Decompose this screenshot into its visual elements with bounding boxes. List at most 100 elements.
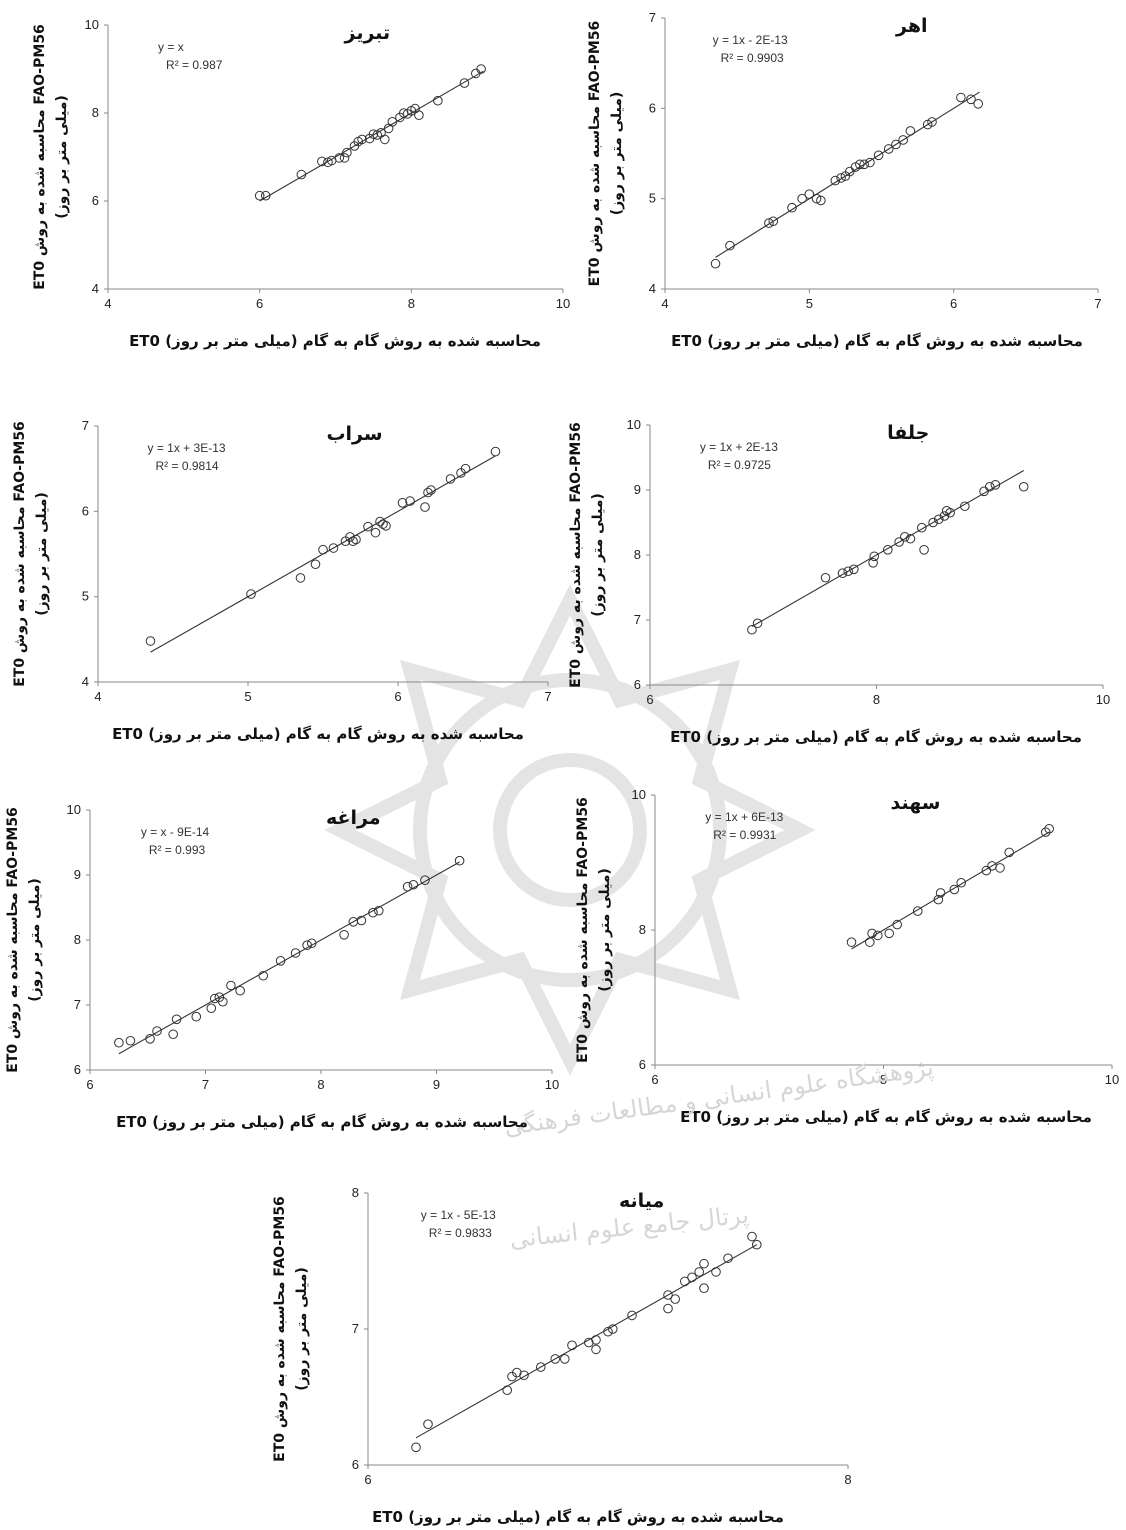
data-point [357,134,367,145]
data-point [843,566,853,577]
data-point [797,193,807,204]
x-tick-label: 5 [806,296,813,311]
data-point [152,1026,162,1036]
watermark-text: پژوهشگاه علوم انسانی و مطالعات فرهنگی [502,1053,935,1141]
data-point [454,855,465,866]
data-point [379,134,390,145]
y-tick-label: 10 [627,417,641,432]
data-point [723,1253,733,1264]
data-point [1044,823,1054,834]
data-point [206,1003,217,1014]
x-axis-label: ET0 محاسبه شده به روش گام به گام (میلی م… [372,1508,784,1526]
data-point [990,480,1001,490]
data-point [917,522,927,533]
data-point [752,1239,762,1250]
r-squared-label: R² = 0.987 [166,58,223,72]
data-point [699,1283,709,1293]
data-point [898,135,908,145]
data-point [317,156,327,167]
y-axis-label: ET0 محاسبه شده به روش FAO-PM56 [12,421,28,687]
x-tick-label: 6 [256,296,263,311]
data-point [670,1294,681,1304]
x-tick-label: 8 [880,1072,887,1087]
data-point [892,919,903,930]
data-point [351,534,361,545]
data-point [928,517,938,528]
chart-title: جلفا [887,422,929,444]
data-point [476,64,486,74]
data-point [414,110,424,120]
r-squared-label: R² = 0.9814 [156,459,219,473]
data-point [339,930,349,940]
data-point [891,139,901,150]
r-squared-label: R² = 0.9725 [708,458,771,472]
data-point [258,970,269,981]
x-tick-label: 8 [408,296,415,311]
x-tick-label: 10 [1096,692,1110,707]
data-point [445,474,456,484]
x-tick-label: 7 [544,689,551,704]
y-tick-label: 6 [639,1057,646,1072]
chart-title: تبریز [344,22,391,44]
data-point [226,980,236,991]
data-point [836,173,846,183]
y-axis-label-unit: (میلی متر بر روز) [34,492,50,616]
data-point [680,1276,690,1287]
data-point [502,1385,513,1395]
data-point [426,485,436,495]
y-axis-label: ET0 محاسبه شده به روش FAO-PM56 [568,422,584,688]
y-axis-label-unit: (میلی متر بر روز) [27,878,43,1002]
data-point [168,1029,178,1040]
data-point [397,498,408,508]
y-tick-label: 6 [352,1457,359,1472]
y-axis-label-unit: (میلی متر بر روز) [294,1267,310,1391]
y-axis-label: ET0 محاسبه شده به روش FAO-PM56 [272,1196,288,1462]
chart-title: میانه [619,1190,664,1212]
chart-panel: 6 8 10 6 7 8 9 10 y = 1x + 2E-13 R² = 0.9725 جلفا E… [568,417,1110,746]
r-squared-label: R² = 0.9833 [429,1226,492,1240]
trendline [259,70,484,202]
x-tick-label: 6 [394,689,401,704]
data-point [363,521,373,532]
x-tick-label: 6 [646,692,653,707]
data-point [995,863,1005,873]
data-point [905,533,916,544]
data-point [711,1267,721,1277]
chart-panel: 6 7 8 9 10 6 7 8 9 10 y = x - 9E-14 R² = 0.993 مراغه… [5,802,559,1131]
y-tick-label: 10 [632,787,646,802]
data-point [334,153,345,163]
data-point [694,1267,705,1277]
chart-panel: 4 5 6 7 4 5 6 7 y = 1x + 3E-13 R² = 0.9814 سراب ET0… [12,418,552,743]
data-point [663,1303,673,1314]
data-point [939,511,950,521]
y-axis-label-unit: (میلی متر بر روز) [54,95,70,219]
data-point [868,558,878,568]
y-axis-label: ET0 محاسبه شده به روش FAO-PM56 [575,797,591,1063]
data-point [747,624,757,635]
x-axis-label: ET0 محاسبه شده به روش گام به گام (میلی م… [670,728,1082,746]
trend-equation: y = 1x - 2E-13 [713,33,788,47]
data-point [1040,827,1051,837]
data-point [567,1340,577,1351]
data-point [381,521,391,531]
y-axis-label-unit: (میلی متر بر روز) [597,868,613,992]
data-point [550,1354,561,1364]
y-tick-label: 7 [649,10,656,25]
y-tick-label: 9 [634,482,641,497]
data-point [402,881,413,892]
data-point [859,159,869,170]
y-tick-label: 6 [74,1062,81,1077]
chart-panel: 6 8 10 6 8 10 y = 1x + 6E-13 R² = 0.9931 سهند ET0… [575,787,1119,1126]
data-point [459,78,470,88]
data-point [171,1014,182,1025]
data-point [387,117,398,127]
x-tick-label: 10 [556,296,570,311]
data-point [883,545,893,555]
data-point [956,92,966,103]
data-point [218,996,228,1007]
data-point [699,1258,709,1269]
data-point [710,258,721,269]
data-point [125,1035,136,1046]
y-tick-label: 4 [649,281,656,296]
